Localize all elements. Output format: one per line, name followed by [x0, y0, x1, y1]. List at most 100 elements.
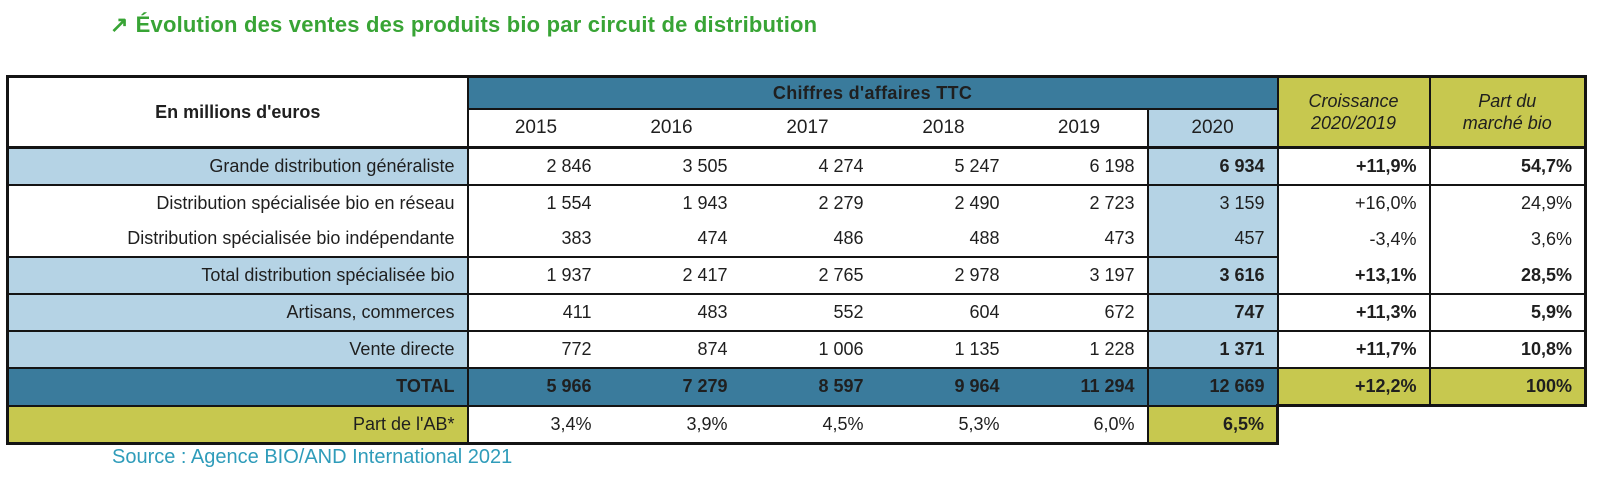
cell-2016: 483 — [603, 294, 740, 332]
cell-2017: 4,5% — [739, 405, 876, 445]
table-header-group-row: En millions d'euros Chiffres d'affaires … — [6, 75, 1588, 149]
cell-2019: 3 197 — [1011, 257, 1148, 295]
cell-2017: 486 — [739, 221, 876, 258]
total-row: TOTAL 5 966 7 279 8 597 9 964 11 294 12 … — [6, 368, 1588, 407]
row-label: Artisans, commerces — [6, 294, 469, 332]
table-row: Distribution spécialisée bio indépendant… — [6, 221, 1588, 258]
trend-up-arrow-icon: ↗ — [110, 12, 129, 37]
cell-croissance: +13,1% — [1277, 257, 1431, 295]
cell-2020: 12 669 — [1146, 368, 1279, 407]
table-row: Artisans, commerces 411 483 552 604 672 … — [6, 294, 1588, 332]
table-header-years-row: 2015 2016 2017 2018 2019 2020 — [8, 109, 1586, 149]
page-title-text: Évolution des ventes des produits bio pa… — [135, 12, 818, 37]
cell-part: 54,7% — [1429, 147, 1588, 186]
cell-2020: 747 — [1146, 294, 1279, 332]
cell-croissance: -3,4% — [1277, 221, 1431, 257]
cell-2018: 1 135 — [875, 331, 1012, 369]
cell-2016: 3 505 — [603, 147, 740, 186]
year-header-2019: 2019 — [1011, 109, 1148, 149]
cell-2019: 6 198 — [1011, 147, 1148, 186]
share-label: Part de l'AB* — [6, 405, 469, 445]
table-row: Distribution spécialisée bio en réseau 1… — [6, 185, 1588, 221]
cell-2019: 1 228 — [1011, 331, 1148, 369]
bio-sales-table: En millions d'euros Chiffres d'affaires … — [6, 75, 1588, 445]
cell-part: 28,5% — [1429, 257, 1588, 295]
row-label: Total distribution spécialisée bio — [6, 257, 469, 295]
row-label: Distribution spécialisée bio indépendant… — [6, 221, 469, 258]
cell-2020: 6,5% — [1146, 405, 1280, 445]
cell-2017: 2 765 — [739, 257, 876, 295]
cell-croissance: +12,2% — [1277, 368, 1431, 407]
cell-part: 24,9% — [1429, 185, 1588, 221]
cell-2019: 672 — [1011, 294, 1148, 332]
cell-2017: 1 006 — [739, 331, 876, 369]
year-header-2016: 2016 — [603, 109, 740, 149]
cell-2018: 604 — [875, 294, 1012, 332]
cell-2020: 6 934 — [1146, 147, 1279, 186]
table-row: Total distribution spécialisée bio 1 937… — [6, 257, 1588, 295]
cell-2018: 5 247 — [875, 147, 1012, 186]
cell-2016: 2 417 — [603, 257, 740, 295]
cell-2015: 5 966 — [467, 368, 604, 407]
cell-2020: 3 616 — [1146, 257, 1279, 295]
year-header-2020: 2020 — [1146, 109, 1279, 149]
part-marche-header-line1: Part du — [1478, 90, 1537, 111]
cell-2020: 457 — [1146, 221, 1279, 258]
cell-2018: 2 490 — [954, 193, 1000, 213]
row-label: Distribution spécialisée bio en réseau — [6, 185, 469, 221]
cell-2018: 9 964 — [875, 368, 1012, 407]
cell-2017: 552 — [739, 294, 876, 332]
cell-2015: 383 — [467, 221, 604, 258]
cell-2016: 1 943 — [682, 193, 728, 213]
cell-part: 100% — [1429, 368, 1588, 407]
cell-2020: 1 371 — [1146, 331, 1279, 369]
cell-part: 3,6% — [1429, 221, 1588, 257]
cell-2017: 4 274 — [739, 147, 876, 186]
croissance-header: Croissance 2020/2019 — [1276, 75, 1431, 149]
cell-2020: 3 159 — [1146, 185, 1279, 221]
cell-2016: 3,9% — [603, 405, 740, 445]
cell-2019: 2 723 — [1089, 193, 1135, 213]
cell-2015: 411 — [467, 294, 604, 332]
row-label: Grande distribution généraliste — [6, 147, 469, 186]
croissance-header-line2: 2020/2019 — [1310, 113, 1397, 133]
cell-part: 10,8% — [1429, 331, 1588, 369]
cell-2019: 6,0% — [1011, 405, 1148, 445]
cell-2015: 1 937 — [467, 257, 604, 295]
source-caption: Source : Agence BIO/AND International 20… — [112, 446, 513, 468]
cell-2017: 8 597 — [739, 368, 876, 407]
part-marche-header-line2: marché bio — [1462, 113, 1552, 133]
group-header: Chiffres d'affaires TTC — [467, 75, 1278, 110]
corner-header: En millions d'euros — [6, 75, 469, 149]
year-header-2017: 2017 — [739, 109, 876, 149]
year-header-2018: 2018 — [875, 109, 1012, 149]
cell-part: 5,9% — [1429, 294, 1588, 332]
part-marche-header: Part du marché bio — [1429, 75, 1588, 149]
cell-2019: 473 — [1011, 221, 1148, 258]
cell-2018: 5,3% — [875, 405, 1012, 445]
page-title: ↗ Évolution des ventes des produits bio p… — [110, 12, 817, 38]
cell-2015: 3,4% — [467, 405, 604, 445]
row-label: Vente directe — [6, 331, 469, 369]
cell-2015: 772 — [467, 331, 604, 369]
cell-croissance: +11,9% — [1277, 147, 1431, 186]
table-row: Grande distribution généraliste 2 846 3 … — [6, 147, 1588, 186]
cell-2017: 2 279 — [818, 193, 864, 213]
cell-2019: 11 294 — [1011, 368, 1148, 407]
cell-croissance: +11,7% — [1277, 331, 1431, 369]
cell-2015: 1 554 — [546, 193, 592, 213]
share-row: Part de l'AB* 3,4% 3,9% 4,5% 5,3% 6,0% 6… — [6, 405, 1586, 445]
cell-croissance: +16,0% — [1277, 185, 1431, 221]
year-header-2015: 2015 — [467, 109, 604, 149]
cell-2015: 2 846 — [467, 147, 604, 186]
total-label: TOTAL — [6, 368, 469, 407]
table-row: Vente directe 772 874 1 006 1 135 1 228 … — [6, 331, 1588, 369]
cell-2018: 2 978 — [875, 257, 1012, 295]
cell-2016: 474 — [603, 221, 740, 258]
croissance-header-line1: Croissance — [1308, 90, 1399, 111]
cell-2018: 488 — [875, 221, 1012, 258]
cell-2016: 7 279 — [603, 368, 740, 407]
cell-croissance: +11,3% — [1277, 294, 1431, 332]
cell-2016: 874 — [603, 331, 740, 369]
